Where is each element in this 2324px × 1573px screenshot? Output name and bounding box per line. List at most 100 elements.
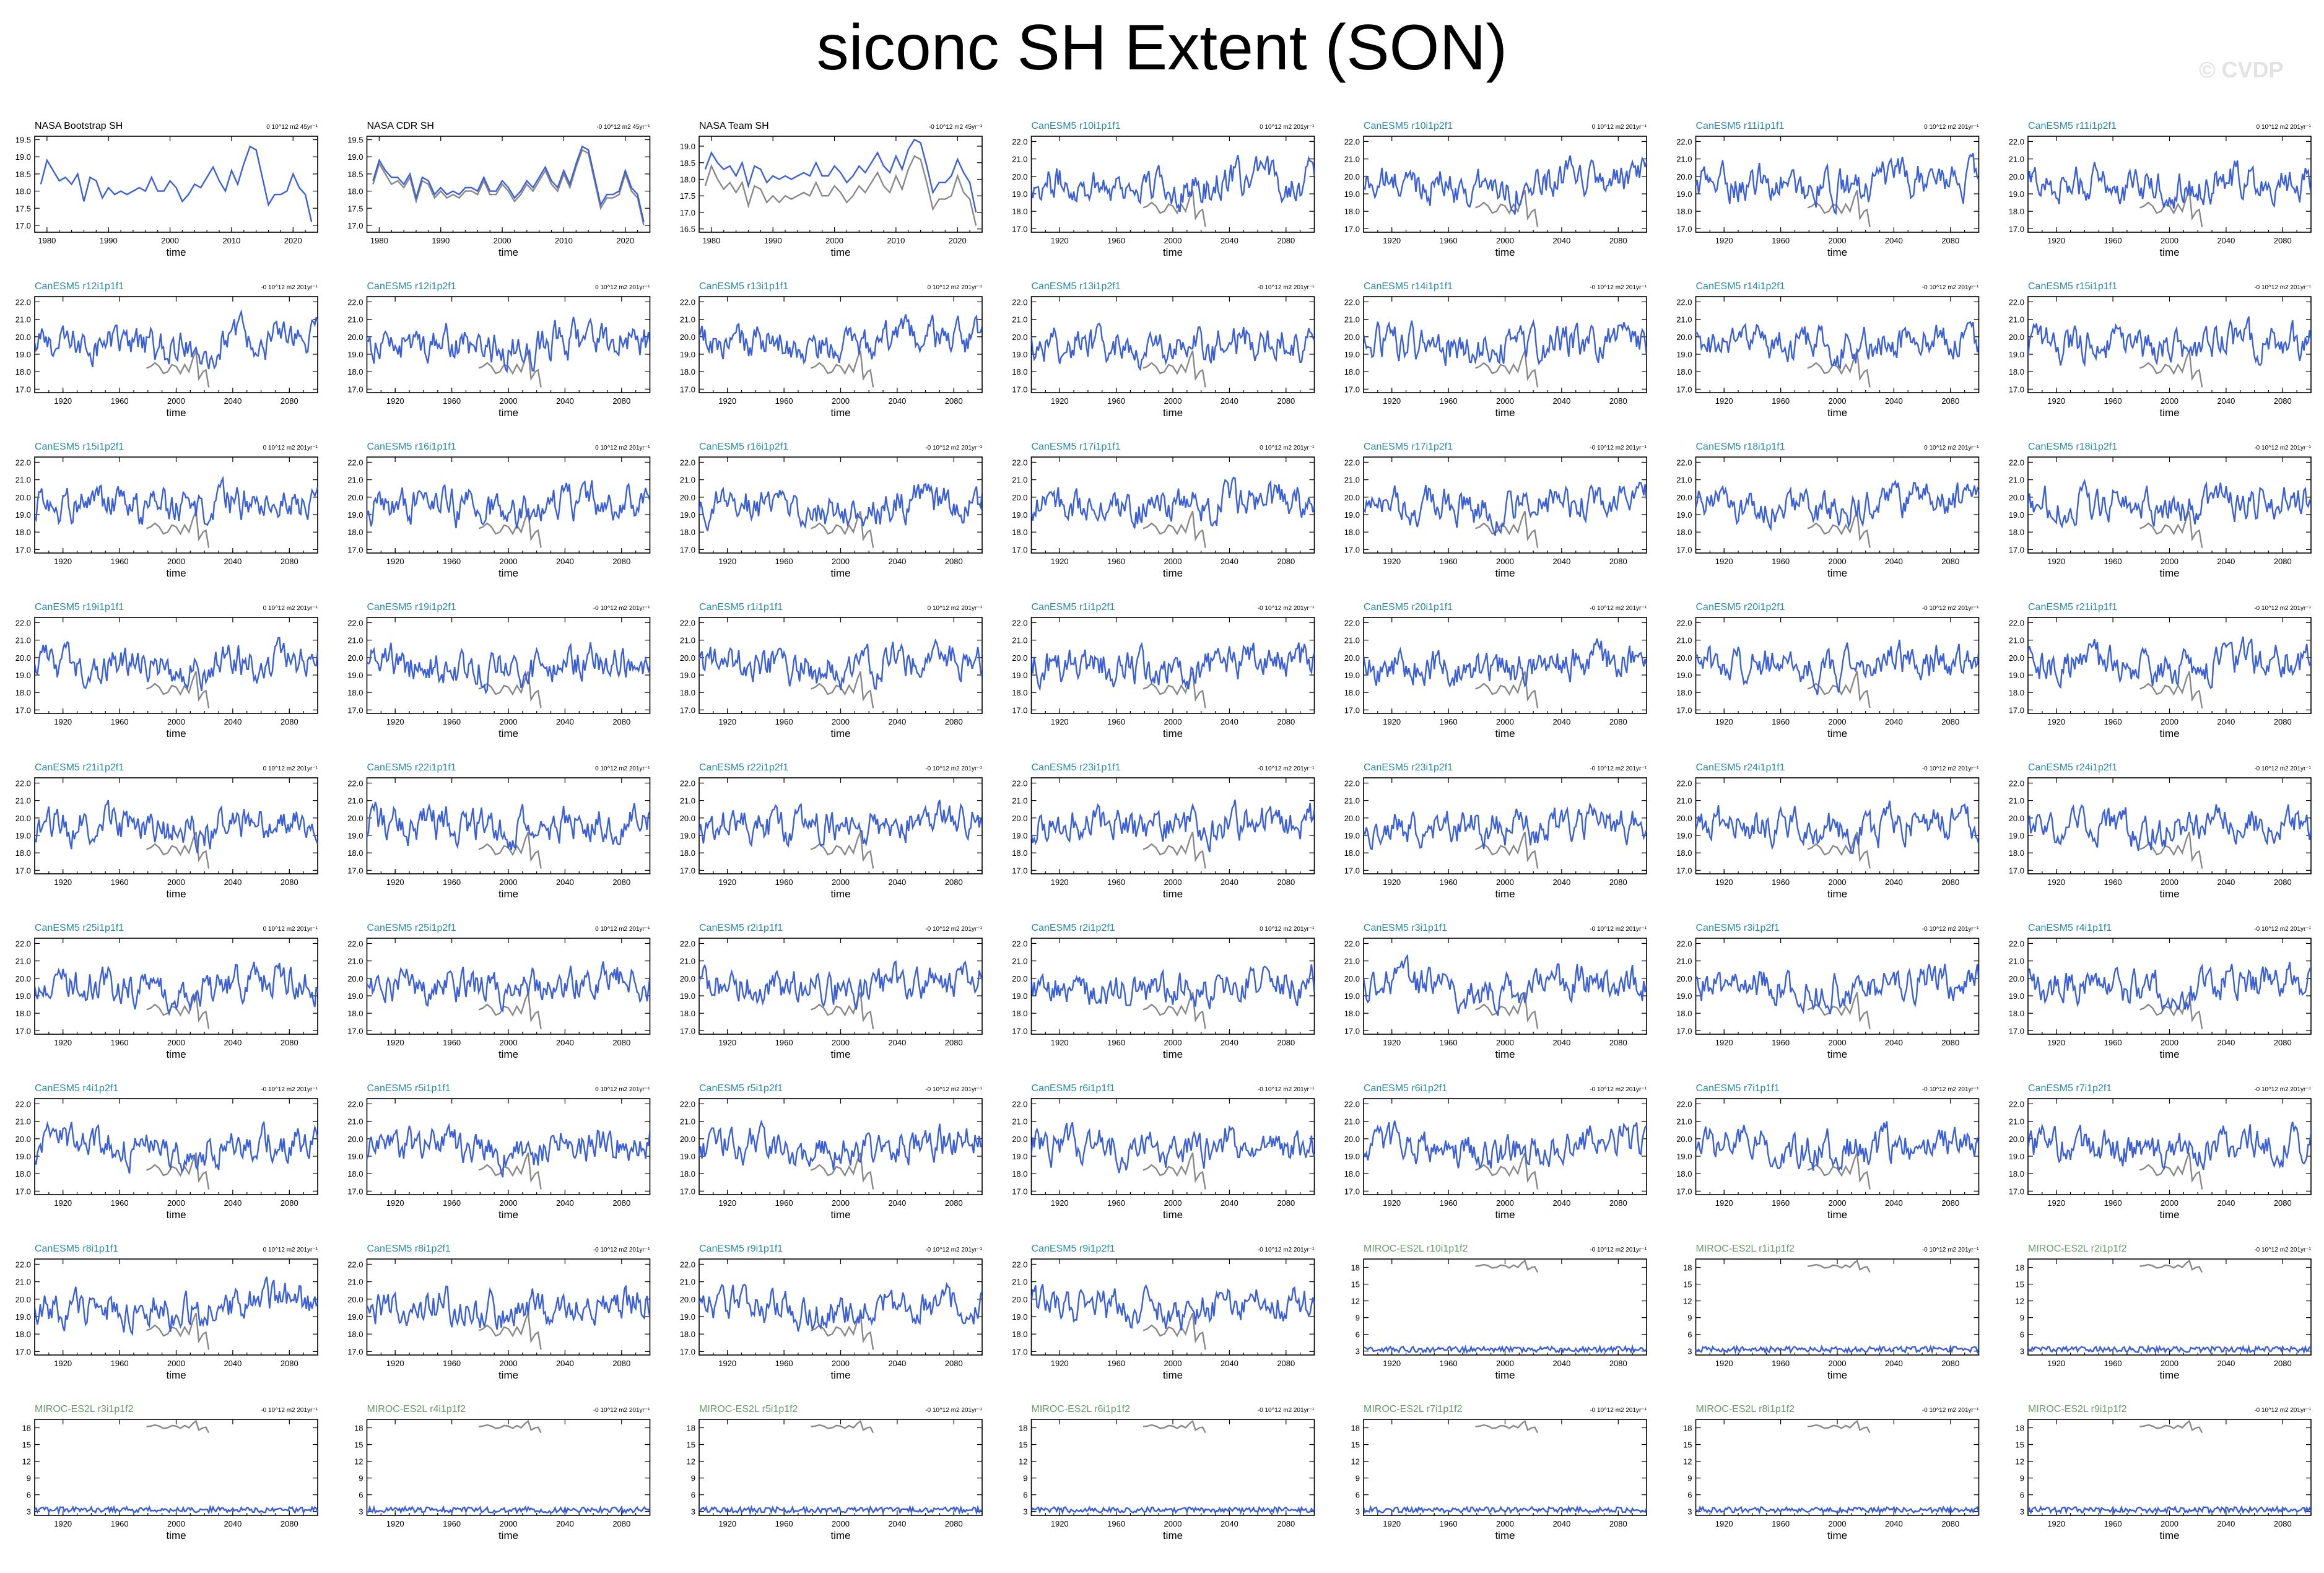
x-tick-label: 1920 — [54, 1359, 72, 1368]
x-tick-label: 2000 — [1829, 236, 1847, 245]
x-tick-label: 2020 — [949, 236, 967, 245]
panel-frame — [699, 1098, 983, 1195]
panel-title: CanESM5 r11i1p2f1 — [2028, 121, 2117, 131]
panel: CanESM5 r24i1p2f1 -0 10^12 m2 201yr⁻¹ 1920… — [2009, 762, 2312, 900]
x-tick-label: 2010 — [887, 236, 905, 245]
observation-series-line — [2139, 190, 2203, 227]
y-tick-label: 22.0 — [1012, 458, 1027, 467]
x-tick-label: 2040 — [2217, 1519, 2235, 1528]
x-tick-label: 1920 — [718, 1519, 736, 1528]
panel: MIROC-ES2L r2i1p1f2 -0 10^12 m2 201yr⁻¹ 19… — [2016, 1244, 2312, 1381]
x-tick-label: 1960 — [1107, 236, 1125, 245]
series-line — [1364, 802, 1647, 850]
y-tick-label: 20.0 — [680, 974, 695, 983]
panel-trend-label: 0 10^12 m2 201yr⁻¹ — [595, 765, 650, 772]
panel-title: CanESM5 r22i1p1f1 — [367, 762, 456, 773]
x-tick-label: 2040 — [2217, 557, 2235, 566]
panel: CanESM5 r14i1p2f1 -0 10^12 m2 201yr⁻¹ 1920… — [1676, 281, 1980, 419]
y-tick-label: 17.0 — [15, 545, 31, 554]
observation-series-line — [1142, 350, 1206, 388]
panel: CanESM5 r5i1p1f1 0 10^12 m2 201yr⁻¹ 1920 19… — [347, 1083, 651, 1221]
x-tick-label: 1960 — [443, 396, 461, 406]
y-tick-label: 20.0 — [1344, 493, 1360, 502]
panel: CanESM5 r19i1p2f1 -0 10^12 m2 201yr⁻¹ 1920… — [347, 602, 651, 739]
y-tick-label: 12 — [22, 1457, 31, 1466]
x-axis-label: time — [1827, 246, 1847, 258]
observation-series-line — [1142, 1152, 1206, 1190]
observation-series-line — [478, 831, 542, 869]
x-tick-label: 2000 — [1829, 717, 1847, 726]
panel: MIROC-ES2L r8i1p1f2 -0 10^12 m2 201yr⁻¹ 19… — [1683, 1404, 1980, 1541]
x-tick-label: 2040 — [1221, 1038, 1238, 1047]
series-line — [367, 642, 650, 695]
panel-frame — [1030, 938, 1315, 1035]
series-line — [699, 1119, 982, 1170]
observation-series-line — [478, 1419, 542, 1434]
panel-trend-label: 0 10^12 m2 201yr⁻¹ — [263, 926, 318, 933]
y-tick-label: 21.0 — [1344, 796, 1360, 806]
y-tick-label: 19.0 — [347, 152, 363, 162]
observation-series-line — [478, 1152, 542, 1190]
x-tick-label: 1960 — [775, 1038, 793, 1047]
x-tick-label: 1960 — [1772, 878, 1790, 887]
panel: CanESM5 r16i1p2f1 -0 10^12 m2 201yr⁻¹ 1920… — [680, 442, 983, 579]
x-tick-label: 1960 — [1440, 878, 1458, 887]
y-tick-label: 22.0 — [680, 778, 695, 788]
x-tick-label: 2000 — [1164, 1198, 1182, 1208]
observation-series-line — [1475, 1419, 1539, 1434]
panel: CanESM5 r15i1p2f1 0 10^12 m2 201yr⁻¹ 1920 1… — [15, 442, 318, 579]
x-tick-label: 2080 — [1941, 236, 1959, 245]
panel: CanESM5 r3i1p2f1 -0 10^12 m2 201yr⁻¹ 1920 1… — [1676, 923, 1980, 1060]
y-tick-label: 22.0 — [1676, 618, 1692, 627]
series-line — [367, 316, 650, 373]
y-tick-label: 19.0 — [1344, 831, 1360, 840]
y-tick-label: 9 — [2020, 1474, 2024, 1483]
series-line — [35, 308, 318, 370]
x-tick-label: 2000 — [500, 1198, 518, 1208]
x-tick-label: 1960 — [1440, 1519, 1458, 1528]
y-tick-label: 18.0 — [1012, 207, 1027, 216]
x-tick-label: 2040 — [1885, 1359, 1903, 1368]
panel: CanESM5 r11i1p2f1 0 10^12 m2 201yr⁻¹ 1920 1… — [2009, 121, 2312, 258]
x-tick-label: 2000 — [832, 1359, 850, 1368]
x-tick-label: 1960 — [1440, 1198, 1458, 1208]
series-line — [35, 1276, 318, 1336]
y-tick-label: 17.0 — [1012, 545, 1027, 554]
y-tick-label: 21.0 — [1676, 636, 1692, 645]
y-tick-label: 17.0 — [347, 705, 363, 715]
x-axis-label: time — [166, 728, 186, 739]
x-axis-label: time — [1495, 1530, 1515, 1541]
x-tick-label: 1920 — [1051, 557, 1069, 566]
x-tick-label: 2000 — [825, 236, 843, 245]
x-tick-label: 1920 — [386, 1519, 404, 1528]
panel-title: CanESM5 r18i1p2f1 — [2028, 442, 2117, 452]
x-tick-label: 2080 — [2274, 1198, 2292, 1208]
series-line — [2028, 962, 2311, 1013]
panel: CanESM5 r23i1p1f1 -0 10^12 m2 201yr⁻¹ 1920… — [1012, 762, 1315, 900]
panel: CanESM5 r21i1p2f1 0 10^12 m2 201yr⁻¹ 1920 1… — [15, 762, 318, 900]
y-tick-label: 20.0 — [347, 493, 363, 502]
y-tick-label: 17.0 — [680, 385, 695, 394]
y-tick-label: 19.0 — [347, 1152, 363, 1161]
x-tick-label: 2010 — [555, 236, 573, 245]
x-tick-label: 2040 — [888, 1359, 906, 1368]
y-tick-label: 19.0 — [680, 142, 695, 151]
x-tick-label: 1920 — [1051, 236, 1069, 245]
x-tick-label: 1990 — [432, 236, 450, 245]
panel-trend-label: -0 10^12 m2 201yr⁻¹ — [261, 284, 318, 291]
x-tick-label: 1920 — [386, 717, 404, 726]
x-tick-label: 1980 — [702, 236, 720, 245]
x-tick-label: 2040 — [1885, 236, 1903, 245]
x-tick-label: 1920 — [1051, 878, 1069, 887]
panel-title: CanESM5 r8i1p1f1 — [35, 1244, 118, 1254]
y-tick-label: 18.0 — [1344, 1169, 1360, 1179]
y-tick-label: 20.0 — [347, 974, 363, 983]
y-tick-label: 17.0 — [1344, 1026, 1360, 1035]
y-tick-label: 20.0 — [2009, 653, 2024, 663]
y-tick-label: 3 — [691, 1507, 695, 1517]
panel-frame — [2027, 1258, 2312, 1356]
panel-trend-label: -0 10^12 m2 201yr⁻¹ — [1922, 1407, 1979, 1414]
x-tick-label: 2040 — [1885, 1038, 1903, 1047]
x-tick-label: 2040 — [556, 1038, 574, 1047]
observation-series-line — [811, 1419, 874, 1434]
